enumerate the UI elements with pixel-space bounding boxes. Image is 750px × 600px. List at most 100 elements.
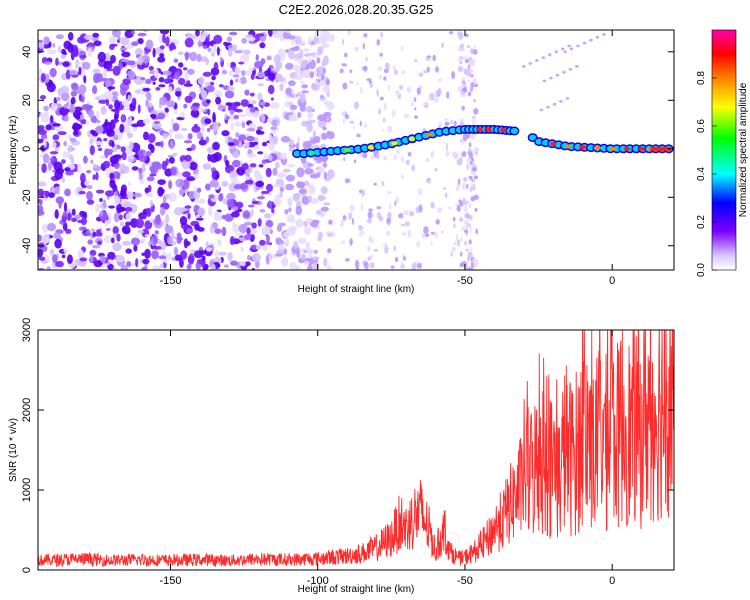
- speckle: [355, 259, 360, 268]
- speckle: [285, 87, 292, 95]
- speckle: [213, 213, 223, 221]
- speckle: [87, 47, 92, 57]
- speckle: [38, 42, 45, 49]
- speckle: [109, 180, 116, 189]
- speckle: [386, 125, 393, 133]
- speckle: [343, 52, 348, 58]
- speckle: [466, 133, 471, 139]
- speckle: [109, 172, 114, 180]
- speckle: [261, 190, 270, 195]
- speckle: [297, 69, 302, 75]
- speckle: [126, 60, 136, 66]
- speckle: [246, 227, 251, 236]
- speckle: [468, 202, 472, 209]
- snr-x-ticks: -150 -100 -50 0: [159, 330, 615, 587]
- speckle: [119, 123, 125, 133]
- speckle: [62, 61, 70, 67]
- speckle: [317, 236, 322, 242]
- harmonic-speck: [569, 47, 574, 51]
- speckle: [137, 229, 144, 234]
- speckle: [139, 179, 145, 185]
- speckle: [195, 214, 200, 219]
- speckle: [147, 133, 156, 144]
- speckle: [278, 245, 285, 250]
- speckle: [63, 103, 69, 109]
- speckle: [240, 99, 249, 107]
- speckle: [265, 167, 272, 178]
- speckle: [308, 185, 316, 195]
- speckle: [275, 61, 283, 70]
- speckle: [71, 208, 76, 216]
- speckle: [165, 214, 170, 224]
- speckle: [210, 224, 214, 234]
- speckle: [80, 113, 84, 120]
- speckle: [52, 134, 60, 141]
- harmonic-speck: [555, 73, 560, 77]
- speckle: [95, 203, 100, 213]
- speckle: [472, 150, 475, 154]
- speckle: [463, 220, 469, 225]
- speckle: [199, 198, 206, 205]
- speckle: [83, 75, 87, 84]
- speckle: [143, 30, 149, 33]
- speckle: [309, 71, 315, 79]
- speckle: [234, 121, 242, 127]
- speckle: [202, 71, 212, 77]
- speckle: [196, 53, 202, 63]
- speckle: [178, 62, 184, 68]
- speckle: [157, 186, 164, 197]
- speckle: [437, 78, 443, 82]
- speckle: [53, 232, 61, 239]
- speckle: [121, 225, 131, 235]
- speckle: [345, 257, 350, 262]
- speckle: [64, 115, 69, 122]
- speckle: [146, 176, 155, 182]
- speckle: [457, 65, 464, 73]
- speckle: [368, 208, 373, 212]
- speckle: [315, 209, 322, 215]
- speckle: [218, 251, 227, 256]
- speckle: [260, 58, 266, 65]
- speckle: [192, 102, 201, 107]
- speckle: [196, 131, 203, 140]
- speckle: [144, 234, 152, 238]
- speckle: [168, 86, 173, 94]
- speckle: [378, 74, 383, 80]
- speckle: [327, 33, 336, 42]
- speckle: [295, 265, 301, 270]
- speckle: [342, 82, 348, 90]
- speckle: [288, 115, 298, 122]
- speckle: [352, 217, 354, 226]
- speckle: [127, 117, 133, 127]
- speckle: [442, 187, 447, 190]
- speckle: [270, 102, 280, 109]
- speckle: [113, 266, 117, 270]
- speckle: [232, 151, 239, 159]
- speckle: [472, 98, 477, 103]
- speckle: [64, 188, 71, 197]
- speckle: [154, 68, 159, 79]
- speckle: [407, 152, 412, 157]
- speckle: [272, 135, 279, 145]
- speckle: [262, 225, 271, 235]
- speckle: [120, 184, 127, 194]
- speckle: [411, 164, 416, 172]
- speckle: [86, 170, 91, 174]
- speckle: [47, 161, 53, 171]
- speckle: [212, 112, 216, 122]
- speckle: [363, 261, 369, 270]
- speckle: [310, 197, 320, 205]
- speckle: [226, 198, 235, 208]
- speckle: [160, 263, 164, 268]
- speckle: [98, 99, 108, 104]
- speckle: [197, 207, 206, 217]
- y-tick-label: 2000: [21, 398, 33, 422]
- speckle: [141, 267, 147, 270]
- speckle: [102, 160, 111, 169]
- speckle: [64, 171, 75, 176]
- speckle: [160, 71, 164, 75]
- speckle: [277, 172, 287, 178]
- spectrogram-frame: [37, 29, 675, 271]
- speckle: [49, 157, 55, 162]
- speckle: [238, 223, 248, 234]
